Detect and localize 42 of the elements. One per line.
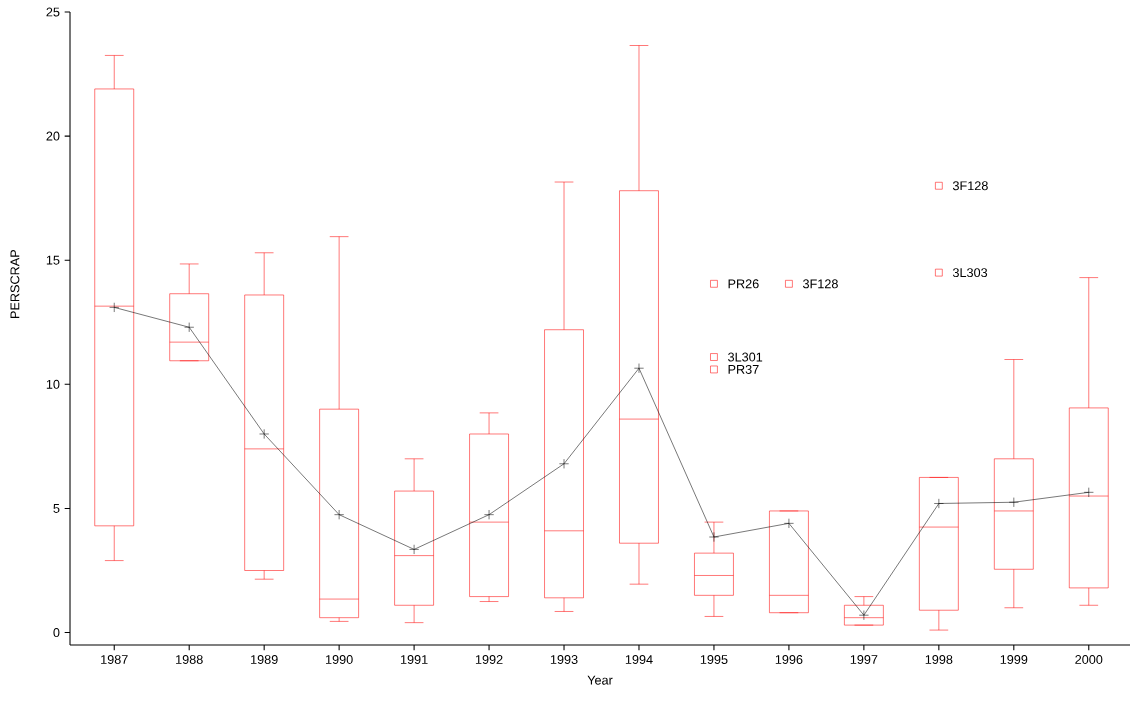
annotation: 3F128 [952,181,988,191]
point [484,509,494,520]
x-tick-label: 1993 [550,655,578,664]
point [783,518,794,529]
y-tick-label: 20 [46,131,60,141]
point [858,610,869,621]
annotation: PR37 [728,364,759,374]
x-tick-label: 1988 [176,655,203,664]
annotation: 3L303 [952,268,988,278]
point [634,363,644,374]
x-tick-label: 1996 [775,655,803,664]
point [709,532,719,542]
point [184,322,195,333]
y-tick-label: 10 [46,379,60,389]
x-tick-label: 1998 [925,655,953,664]
x-tick-label: 1997 [850,655,878,664]
point [933,498,944,509]
point [109,302,120,313]
point [259,429,270,439]
x-tick-label: 1991 [400,655,428,664]
y-tick-label: 5 [53,504,60,513]
x-tick-label: 1995 [700,655,728,664]
x-tick-label: 1999 [1000,655,1028,664]
point [409,544,420,555]
x-tick-label: 1994 [625,655,653,664]
point [559,458,569,469]
y-tick-label: 15 [46,255,60,265]
x-tick-label: 1992 [475,655,503,664]
x-tick-label: 1990 [326,655,353,664]
point [1083,487,1094,498]
point [1008,497,1019,508]
point [334,509,345,520]
y-tick-label: 25 [46,7,60,17]
annotation: 3F128 [803,279,838,289]
y-tick-label: 0 [53,628,60,638]
annotation: 3L301 [728,352,763,362]
annotation: PR26 [728,279,759,289]
x-axis-title: Year [587,675,613,685]
x-tick-label: 1987 [101,655,128,664]
y-axis-title: PERSCRAP [10,250,20,318]
x-tick-label: 2000 [1075,655,1103,664]
x-tick-label: 1989 [251,655,278,664]
